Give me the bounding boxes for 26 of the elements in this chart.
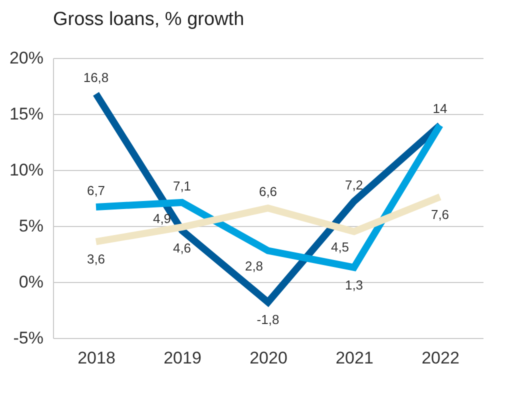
y-tick-label: 10% <box>9 160 44 180</box>
data-label: 3,6 <box>86 252 106 267</box>
y-tick-label: -5% <box>13 328 44 348</box>
data-label: 16,8 <box>83 70 109 85</box>
data-label: 7,2 <box>344 177 364 192</box>
data-label: 4,6 <box>172 240 192 256</box>
y-tick-label: 5% <box>18 216 44 236</box>
data-label: 6,7 <box>86 182 106 198</box>
data-label: 7,1 <box>172 178 192 194</box>
data-label: 14 <box>432 101 448 116</box>
x-tick-label: 2022 <box>422 348 460 368</box>
data-label: 4,5 <box>330 240 350 255</box>
chart-title: Gross loans, % growth <box>53 9 244 30</box>
data-label: 4,9 <box>152 211 172 226</box>
y-tick-label: 0% <box>18 272 44 292</box>
data-label: -1,8 <box>256 312 280 328</box>
y-tick-label: 15% <box>9 104 44 124</box>
x-tick-label: 2019 <box>164 348 202 368</box>
x-tick-label: 2018 <box>78 348 116 368</box>
data-label: 1,3 <box>344 277 364 292</box>
data-label: 7,6 <box>430 206 450 222</box>
x-tick-label: 2021 <box>336 348 374 368</box>
x-tick-label: 2020 <box>250 348 288 368</box>
data-label: 2,8 <box>244 258 264 274</box>
y-tick-label: 20% <box>9 48 44 68</box>
data-label: 6,6 <box>258 184 278 200</box>
